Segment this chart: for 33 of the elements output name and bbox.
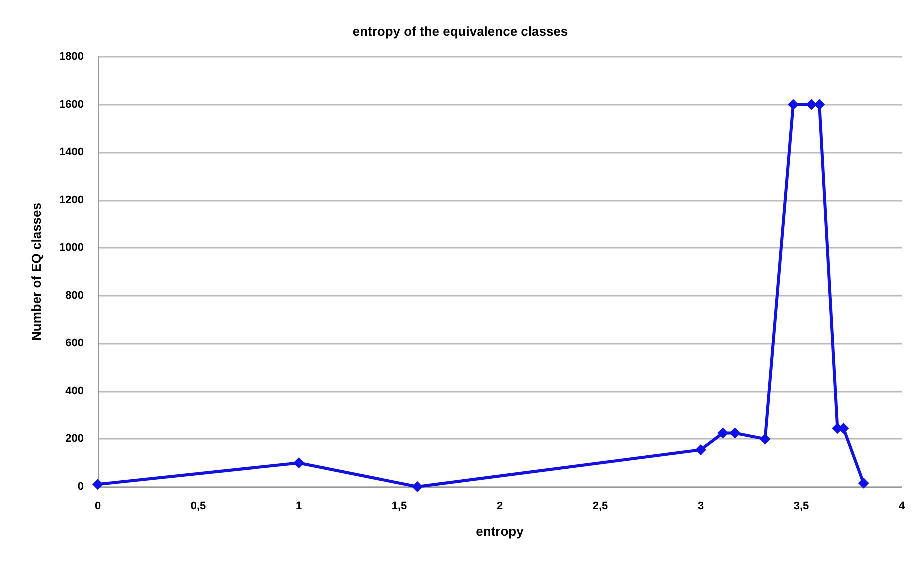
y-tick-label: 0: [78, 481, 84, 493]
y-tick-label: 800: [66, 290, 84, 302]
x-tick-label: 4: [898, 500, 906, 512]
y-tick-label: 600: [66, 338, 84, 350]
point: [730, 428, 741, 439]
point: [806, 99, 818, 110]
x-tick-label: 1: [296, 500, 302, 512]
x-tick-label: 3,5: [794, 500, 810, 512]
x-tick-label: 2: [496, 500, 504, 512]
y-tick-label: 1600: [60, 98, 84, 111]
y-tick-label: 400: [66, 385, 84, 398]
point: [696, 444, 706, 456]
y-tick-label: 1800: [60, 51, 84, 63]
y-tick-label: 1200: [60, 194, 84, 206]
x-tick-label: 3: [698, 500, 704, 512]
x-tick-label: 0: [94, 500, 102, 512]
point: [294, 458, 304, 469]
x-tick-label: 2,5: [592, 500, 608, 512]
point: [814, 99, 826, 110]
point: [858, 478, 870, 489]
y-axis-title: Number of EQ classes: [29, 203, 44, 341]
x-tick-label: 0,5: [190, 500, 206, 512]
x-axis-title: entropy: [476, 524, 525, 539]
point: [788, 99, 799, 110]
chart-title: entropy of the equivalence classes: [352, 24, 568, 39]
y-tick-label: 1400: [60, 146, 84, 159]
point: [718, 428, 729, 439]
point: [92, 479, 104, 490]
point: [412, 482, 424, 492]
point: [760, 434, 771, 445]
y-tick-label: 1000: [60, 242, 84, 254]
x-tick-label: 1,5: [392, 500, 408, 512]
y-tick-label: 200: [66, 433, 84, 446]
